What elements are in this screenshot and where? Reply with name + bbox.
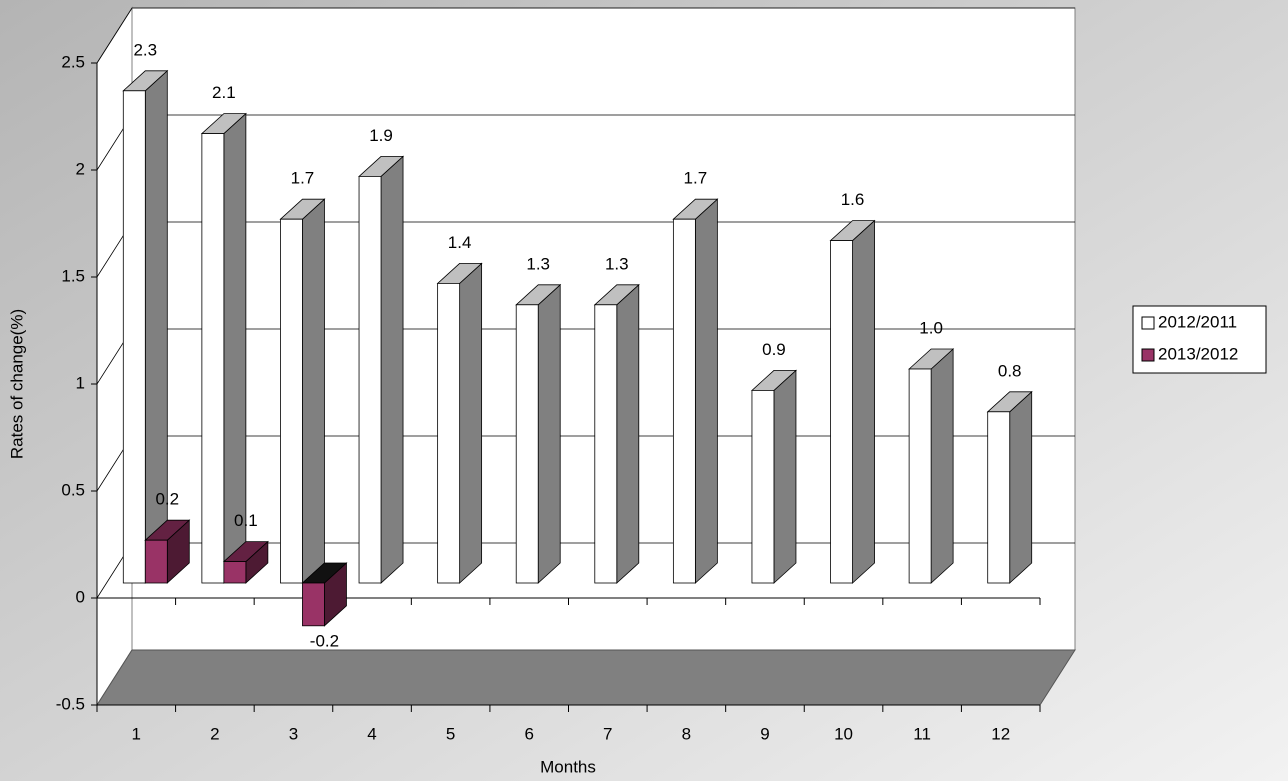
bar xyxy=(672,218,696,584)
bar-side xyxy=(380,155,404,584)
bar xyxy=(437,282,461,584)
bar xyxy=(987,411,1011,584)
x-tick-label: 11 xyxy=(913,724,931,743)
value-label: -0.2 xyxy=(310,631,339,650)
bar xyxy=(515,304,539,584)
bar-side xyxy=(930,348,954,584)
bar-side xyxy=(1009,390,1033,584)
bar xyxy=(122,90,146,584)
grid-line xyxy=(96,7,1075,64)
legend-swatch xyxy=(1141,348,1155,362)
y-tick-label: 0.5 xyxy=(61,480,85,499)
bar-side xyxy=(694,198,718,584)
x-tick-label: 5 xyxy=(446,724,455,743)
value-label: 0.8 xyxy=(998,361,1022,380)
value-label: 1.3 xyxy=(605,254,629,273)
value-label: 1.7 xyxy=(291,169,315,188)
value-label: 1.7 xyxy=(684,169,708,188)
y-tick-label: 0 xyxy=(76,587,85,606)
bar xyxy=(594,304,618,584)
x-axis-label: Months xyxy=(540,757,596,776)
value-label: 2.3 xyxy=(133,40,157,59)
bar xyxy=(830,240,853,584)
legend-label: 2012/2011 xyxy=(1158,312,1237,331)
legend-label: 2013/2012 xyxy=(1158,344,1238,363)
y-tick-label: 1.5 xyxy=(61,266,85,285)
bar xyxy=(280,218,303,584)
value-label: 1.6 xyxy=(841,190,865,209)
value-label: 1.4 xyxy=(448,233,472,252)
value-label: 1.3 xyxy=(526,254,550,273)
y-tick-label: 1 xyxy=(76,373,85,392)
x-tick-label: 6 xyxy=(524,724,533,743)
legend-swatch xyxy=(1141,316,1155,330)
x-tick-label: 2 xyxy=(210,724,219,743)
bar-side xyxy=(537,283,561,584)
y-tick-label: 2.5 xyxy=(61,52,85,71)
y-tick-label: 2 xyxy=(76,159,85,178)
y-tick-label: -0.5 xyxy=(56,694,85,713)
bar-side xyxy=(302,198,325,584)
bar xyxy=(358,175,382,584)
x-tick-label: 12 xyxy=(991,724,1010,743)
bar-side xyxy=(852,219,875,584)
x-tick-label: 3 xyxy=(289,724,298,743)
x-tick-label: 9 xyxy=(760,724,769,743)
legend xyxy=(1132,305,1267,374)
bar xyxy=(201,133,225,584)
value-label: 0.2 xyxy=(155,490,179,509)
floor xyxy=(96,649,1076,706)
value-label: 2.1 xyxy=(212,83,236,102)
bar xyxy=(908,368,932,584)
x-tick-label: 7 xyxy=(603,724,612,743)
value-label: 0.1 xyxy=(234,511,258,530)
bar xyxy=(751,389,775,584)
value-label: 1.0 xyxy=(919,318,943,337)
bar-side xyxy=(459,262,483,584)
x-tick-label: 8 xyxy=(682,724,691,743)
x-tick-label: 10 xyxy=(834,724,853,743)
bar xyxy=(223,561,247,584)
y-axis-label: Rates of change(%) xyxy=(7,309,26,459)
value-label: 1.9 xyxy=(369,126,393,145)
bar xyxy=(144,539,168,584)
bar-side xyxy=(616,283,640,584)
x-tick-label: 1 xyxy=(132,724,141,743)
bar-side xyxy=(773,369,797,584)
value-label: 0.9 xyxy=(762,340,786,359)
x-tick-label: 4 xyxy=(367,724,376,743)
bar xyxy=(302,582,325,627)
